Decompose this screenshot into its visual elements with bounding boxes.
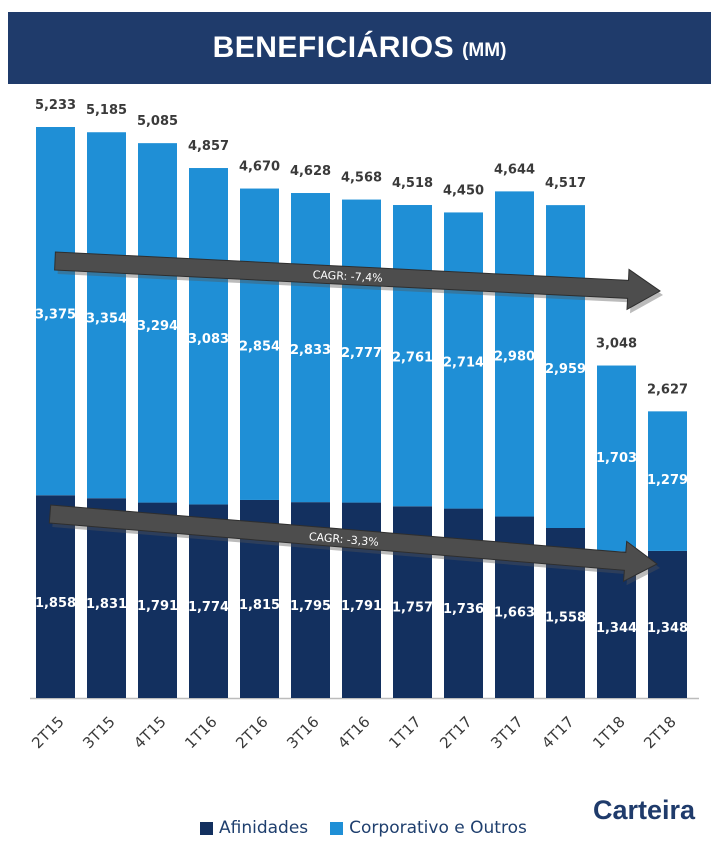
total-label: 4,644	[494, 162, 535, 177]
legend-item-corporativo: Corporativo e Outros	[330, 818, 527, 838]
data-label-corporativo: 1,279	[647, 473, 688, 488]
total-label: 2,627	[647, 382, 688, 397]
data-label-afinidades: 1,791	[137, 599, 178, 614]
total-label: 4,518	[392, 176, 433, 191]
total-label: 5,185	[86, 103, 127, 118]
x-tick-label: 1T16	[181, 713, 220, 752]
chart-title: BENEFICIÁRIOS	[212, 31, 455, 64]
total-label: 5,085	[137, 114, 178, 129]
total-label: 4,628	[290, 164, 331, 179]
x-tick-label: 1T17	[385, 713, 424, 752]
data-label-corporativo: 2,833	[290, 343, 331, 358]
x-tick-label: 2T18	[640, 713, 679, 752]
x-tick-label: 2T15	[28, 713, 67, 752]
bar-corporativo-4T17	[546, 205, 585, 528]
data-label-afinidades: 1,344	[596, 621, 637, 636]
x-tick-label: 4T16	[334, 713, 373, 752]
data-label-corporativo: 2,854	[239, 339, 280, 354]
data-label-afinidades: 1,791	[341, 599, 382, 614]
data-label-corporativo: 1,703	[596, 451, 637, 466]
x-tick-label: 3T17	[487, 713, 526, 752]
bar-corporativo-3T15	[87, 132, 126, 499]
x-tick-label: 4T15	[130, 713, 169, 752]
bar-afinidades-3T15	[87, 498, 126, 698]
data-label-corporativo: 3,354	[86, 312, 127, 327]
x-tick-label: 3T16	[283, 713, 322, 752]
legend-swatch-corporativo	[330, 821, 344, 835]
data-label-corporativo: 3,294	[137, 319, 178, 334]
x-tick-label: 2T16	[232, 713, 271, 752]
legend: Afinidades Corporativo e Outros	[200, 818, 549, 838]
bar-corporativo-3T17	[495, 191, 534, 517]
bar-afinidades-2T15	[36, 495, 75, 698]
bar-corporativo-1T16	[189, 168, 228, 505]
legend-label-corporativo: Corporativo e Outros	[349, 818, 527, 838]
bar-corporativo-2T15	[36, 127, 75, 496]
x-tick-label: 2T17	[436, 713, 475, 752]
cagr-arrow-corporativo-label: CAGR: -7,4%	[312, 268, 383, 284]
cagr-arrow-corporativo	[54, 251, 661, 311]
data-label-afinidades: 1,736	[443, 602, 484, 617]
total-label: 4,857	[188, 139, 229, 154]
data-label-afinidades: 1,558	[545, 610, 586, 625]
total-label: 3,048	[596, 337, 637, 352]
side-heading-carteira: Carteira	[593, 795, 696, 825]
bar-corporativo-2T17	[444, 212, 483, 509]
bar-afinidades-4T15	[138, 502, 177, 698]
data-label-corporativo: 2,959	[545, 362, 586, 377]
data-label-afinidades: 1,831	[86, 597, 127, 612]
data-label-afinidades: 1,348	[647, 621, 688, 636]
chart-title-unit: (MM)	[462, 40, 507, 61]
data-label-corporativo: 2,777	[341, 346, 382, 361]
bar-corporativo-2T18	[648, 411, 687, 551]
cagr-arrow-afinidades-label: CAGR: -3,3%	[308, 530, 379, 549]
bar-corporativo-3T16	[291, 193, 330, 503]
bar-corporativo-4T16	[342, 199, 381, 503]
legend-item-afinidades: Afinidades	[200, 818, 308, 838]
data-label-afinidades: 1,757	[392, 601, 433, 616]
data-label-corporativo: 2,714	[443, 355, 484, 370]
data-label-afinidades: 1,774	[188, 600, 229, 615]
x-tick-label: 4T17	[538, 713, 577, 752]
data-label-corporativo: 2,980	[494, 349, 535, 364]
data-label-afinidades: 1,815	[239, 598, 280, 613]
total-label: 5,233	[35, 98, 76, 113]
legend-label-afinidades: Afinidades	[219, 818, 309, 838]
total-label: 4,568	[341, 171, 382, 186]
total-label: 4,670	[239, 160, 280, 175]
bar-corporativo-1T17	[393, 205, 432, 507]
data-label-corporativo: 2,761	[392, 351, 433, 366]
bar-corporativo-1T18	[597, 365, 636, 552]
data-label-afinidades: 1,795	[290, 599, 331, 614]
cagr-arrow-afinidades	[48, 504, 658, 583]
data-label-corporativo: 3,083	[188, 332, 229, 347]
x-tick-label: 3T15	[79, 713, 118, 752]
bar-corporativo-2T16	[240, 188, 279, 500]
data-label-corporativo: 3,375	[35, 307, 76, 322]
data-label-afinidades: 1,663	[494, 605, 535, 620]
total-label: 4,450	[443, 183, 484, 198]
x-tick-label: 1T18	[589, 713, 628, 752]
data-label-afinidades: 1,858	[35, 596, 76, 611]
bar-afinidades-2T18	[648, 550, 687, 698]
legend-swatch-afinidades	[200, 821, 213, 835]
total-label: 4,517	[545, 176, 586, 191]
bar-corporativo-4T15	[138, 143, 177, 503]
title-banner: BENEFICIÁRIOS (MM)	[8, 12, 711, 84]
